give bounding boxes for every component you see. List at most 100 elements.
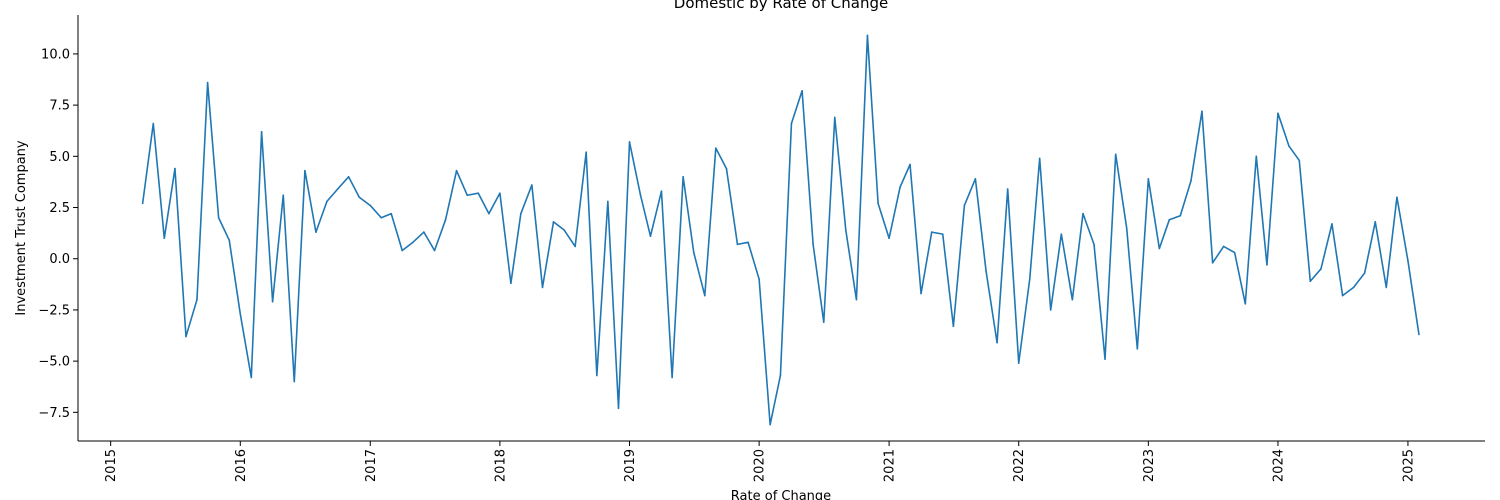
data-point xyxy=(1266,264,1268,266)
data-point xyxy=(844,229,847,231)
data-point xyxy=(1233,251,1236,254)
data-point xyxy=(1147,178,1150,180)
data-point xyxy=(1320,268,1322,270)
data-point xyxy=(1071,298,1074,301)
data-point xyxy=(477,192,480,194)
data-point xyxy=(282,194,285,197)
data-point xyxy=(1082,212,1084,215)
data-point xyxy=(250,376,253,379)
data-point xyxy=(1309,280,1312,283)
data-point xyxy=(1038,157,1041,160)
data-point xyxy=(866,34,869,37)
y-tick-label: −2.5 xyxy=(38,303,70,318)
data-point xyxy=(444,219,447,221)
data-point xyxy=(930,231,933,233)
data-point xyxy=(812,243,814,246)
x-tick-label: 2021 xyxy=(883,449,898,482)
x-tick-label: 2024 xyxy=(1271,449,1286,482)
y-axis-title: Investment Trust Company xyxy=(14,140,29,316)
data-point xyxy=(1136,348,1139,350)
data-point xyxy=(855,298,858,301)
data-point xyxy=(206,81,209,84)
y-tick-label: 2.5 xyxy=(49,201,70,216)
data-point xyxy=(401,249,404,252)
data-point xyxy=(1114,153,1117,156)
y-axis-ticks: −7.5 −5.0 −2.5 0.0 2.5 5.0 7.5 10.0 xyxy=(38,47,78,421)
data-point xyxy=(996,341,998,344)
data-point xyxy=(790,122,793,125)
data-point xyxy=(1006,188,1009,190)
data-point xyxy=(433,249,436,252)
data-point xyxy=(390,212,393,215)
data-point xyxy=(1158,247,1161,250)
data-point xyxy=(692,251,695,254)
data-point xyxy=(596,374,598,377)
data-point xyxy=(1201,110,1203,113)
data-point xyxy=(380,216,383,219)
data-point xyxy=(1385,286,1388,289)
data-point xyxy=(649,235,652,237)
y-tick-label: 10.0 xyxy=(41,47,70,62)
data-point xyxy=(358,196,361,199)
data-point xyxy=(1179,214,1182,217)
data-point xyxy=(1341,294,1344,297)
x-axis-title: Rate of Change xyxy=(731,489,831,500)
data-point xyxy=(163,237,166,240)
data-point xyxy=(369,204,372,207)
data-point xyxy=(628,141,631,143)
x-tick-label: 2017 xyxy=(364,449,379,482)
x-tick-label: 2020 xyxy=(753,449,768,482)
y-tick-label: 7.5 xyxy=(49,99,70,114)
data-point xyxy=(920,292,922,295)
x-tick-label: 2015 xyxy=(104,449,119,482)
data-point xyxy=(877,202,879,205)
data-point xyxy=(326,200,328,203)
data-point xyxy=(1352,286,1355,289)
data-point xyxy=(336,188,339,190)
data-point xyxy=(617,407,620,410)
data-point xyxy=(1363,272,1366,274)
data-point xyxy=(260,130,263,133)
data-point xyxy=(715,147,717,149)
data-point xyxy=(1190,180,1192,182)
x-tick-label: 2025 xyxy=(1401,449,1416,482)
data-point xyxy=(228,239,231,242)
data-point xyxy=(769,423,771,426)
data-point xyxy=(736,243,739,246)
data-point xyxy=(1017,362,1020,364)
data-point xyxy=(833,116,836,119)
data-point xyxy=(347,175,350,178)
data-point xyxy=(293,380,296,383)
data-point xyxy=(423,231,425,233)
data-point xyxy=(1222,245,1225,248)
data-point xyxy=(899,186,901,188)
data-point xyxy=(888,237,890,240)
data-point xyxy=(909,163,911,166)
data-point xyxy=(1288,145,1290,147)
data-point xyxy=(217,216,220,219)
series-line-0 xyxy=(141,34,1420,426)
data-point xyxy=(725,167,728,170)
x-tick-label: 2023 xyxy=(1142,449,1157,482)
data-point xyxy=(639,194,642,197)
data-point xyxy=(1255,155,1258,158)
data-point xyxy=(822,321,825,324)
data-point xyxy=(1407,259,1409,262)
data-point xyxy=(541,286,544,289)
data-point xyxy=(1298,159,1301,162)
data-point xyxy=(499,192,501,194)
data-point xyxy=(671,376,673,379)
data-point xyxy=(315,231,317,233)
data-point xyxy=(1374,221,1377,223)
data-point xyxy=(1028,278,1031,281)
data-point xyxy=(510,282,512,285)
data-point xyxy=(607,200,609,203)
data-point xyxy=(1049,309,1052,311)
plot-area xyxy=(141,34,1420,426)
data-point xyxy=(1104,358,1106,360)
data-point xyxy=(196,298,198,301)
x-tick-label: 2018 xyxy=(493,449,508,482)
data-point xyxy=(660,190,663,192)
x-tick-label: 2019 xyxy=(623,449,638,482)
data-point xyxy=(1211,262,1214,264)
